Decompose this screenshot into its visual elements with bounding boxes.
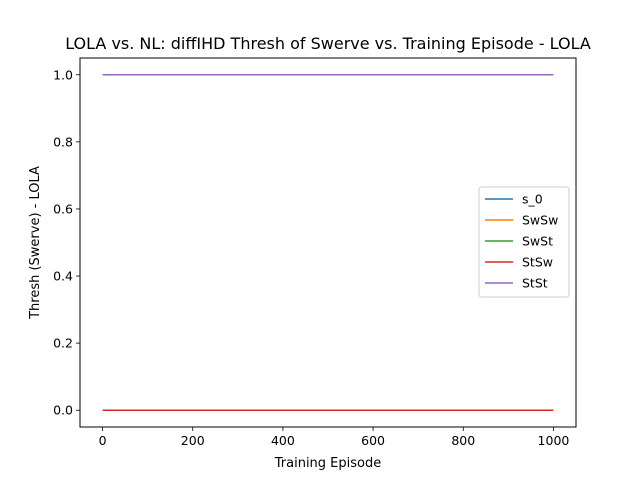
y-tick-label: 0.2: [53, 336, 73, 351]
x-tick-label: 800: [451, 433, 475, 448]
x-tick-label: 600: [361, 433, 385, 448]
x-tick-label: 0: [99, 433, 107, 448]
legend: s_0 SwSw SwSt StSw StSt: [478, 186, 570, 298]
x-axis-label: Training Episode: [274, 456, 381, 471]
axes-frame: [79, 57, 577, 428]
y-tick-label: 0.6: [53, 201, 73, 216]
y-tick-label: 0.0: [53, 403, 73, 418]
plot-area: [102, 74, 554, 411]
chart-title: LOLA vs. NL: diffIHD Thresh of Swerve vs…: [65, 34, 591, 53]
legend-label: s_0: [522, 192, 543, 207]
legend-label: StSt: [522, 276, 548, 291]
legend-label: SwSw: [522, 213, 558, 228]
y-tick-label: 1.0: [53, 67, 73, 82]
x-tick-label: 400: [271, 433, 295, 448]
legend-label: SwSt: [522, 234, 553, 249]
axis-ticks: 0 200 400 600 800 1000 0.0 0.2 0.4 0.6 0.8 1.0: [53, 67, 569, 448]
legend-label: StSw: [522, 255, 553, 270]
y-tick-label: 0.4: [53, 269, 73, 284]
y-axis-label: Thresh (Swerve) - LOLA: [28, 166, 43, 320]
y-tick-label: 0.8: [53, 134, 73, 149]
x-tick-label: 1000: [538, 433, 570, 448]
x-tick-label: 200: [181, 433, 205, 448]
legend-box: [478, 186, 570, 298]
